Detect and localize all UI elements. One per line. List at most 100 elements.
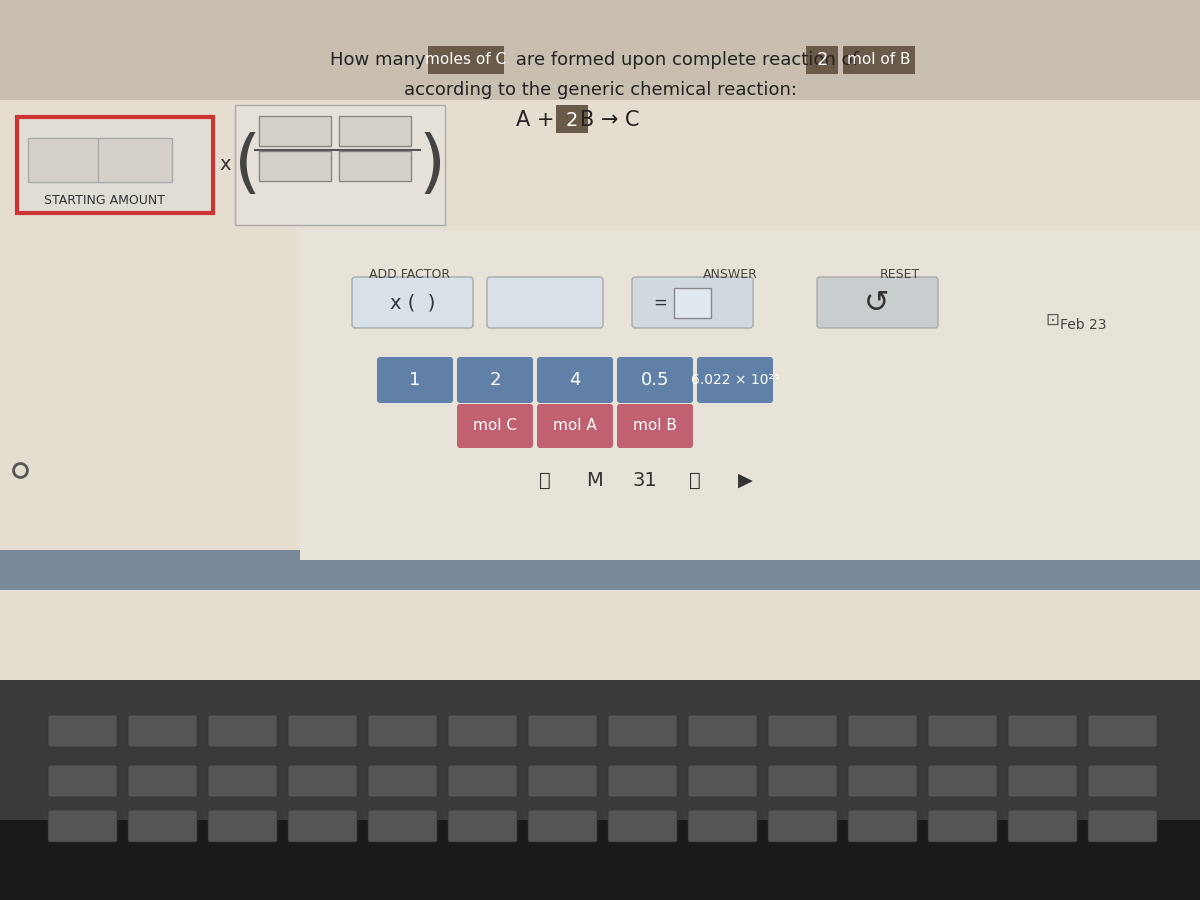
FancyBboxPatch shape <box>48 715 118 747</box>
Text: STARTING AMOUNT: STARTING AMOUNT <box>44 194 166 206</box>
FancyBboxPatch shape <box>457 357 533 403</box>
Text: 1: 1 <box>409 371 421 389</box>
FancyBboxPatch shape <box>928 715 997 747</box>
FancyBboxPatch shape <box>528 765 598 797</box>
FancyBboxPatch shape <box>0 680 1200 900</box>
Text: How many: How many <box>330 51 431 69</box>
Text: ANSWER: ANSWER <box>702 268 757 282</box>
FancyBboxPatch shape <box>608 715 677 747</box>
Text: mol of B: mol of B <box>847 52 911 68</box>
FancyBboxPatch shape <box>0 550 1200 590</box>
FancyBboxPatch shape <box>617 357 694 403</box>
FancyBboxPatch shape <box>768 765 838 797</box>
FancyBboxPatch shape <box>608 810 677 842</box>
Text: Feb 23: Feb 23 <box>1060 318 1106 332</box>
Text: B → C: B → C <box>581 110 640 130</box>
Text: RESET: RESET <box>880 268 920 282</box>
Text: 2: 2 <box>490 371 500 389</box>
FancyBboxPatch shape <box>428 46 504 74</box>
FancyBboxPatch shape <box>617 404 694 448</box>
FancyBboxPatch shape <box>806 46 838 74</box>
FancyBboxPatch shape <box>608 765 677 797</box>
Text: x: x <box>220 156 230 175</box>
FancyBboxPatch shape <box>208 715 277 747</box>
FancyBboxPatch shape <box>48 810 118 842</box>
Text: ↺: ↺ <box>864 289 889 318</box>
FancyBboxPatch shape <box>340 151 410 181</box>
FancyBboxPatch shape <box>288 810 358 842</box>
FancyBboxPatch shape <box>235 105 445 225</box>
Text: x (  ): x ( ) <box>390 293 436 312</box>
FancyBboxPatch shape <box>487 277 604 328</box>
FancyBboxPatch shape <box>1088 715 1157 747</box>
Text: 4: 4 <box>569 371 581 389</box>
Text: M: M <box>587 471 604 490</box>
FancyBboxPatch shape <box>1088 765 1157 797</box>
FancyBboxPatch shape <box>448 715 517 747</box>
FancyBboxPatch shape <box>842 46 916 74</box>
FancyBboxPatch shape <box>848 715 917 747</box>
FancyBboxPatch shape <box>0 0 1200 100</box>
FancyBboxPatch shape <box>17 117 214 213</box>
FancyBboxPatch shape <box>528 715 598 747</box>
FancyBboxPatch shape <box>1088 810 1157 842</box>
FancyBboxPatch shape <box>674 288 710 318</box>
FancyBboxPatch shape <box>368 810 437 842</box>
Text: 6.022 × 10²³: 6.022 × 10²³ <box>691 373 779 387</box>
FancyBboxPatch shape <box>0 100 1200 680</box>
FancyBboxPatch shape <box>632 277 754 328</box>
FancyBboxPatch shape <box>556 105 588 133</box>
FancyBboxPatch shape <box>928 810 997 842</box>
Text: 2: 2 <box>816 51 828 69</box>
Text: mol C: mol C <box>473 418 517 434</box>
FancyBboxPatch shape <box>1008 810 1078 842</box>
FancyBboxPatch shape <box>259 116 331 146</box>
FancyBboxPatch shape <box>768 810 838 842</box>
Text: 🌐: 🌐 <box>539 471 551 490</box>
Text: ADD FACTOR: ADD FACTOR <box>370 268 450 282</box>
FancyBboxPatch shape <box>1008 715 1078 747</box>
FancyBboxPatch shape <box>688 765 757 797</box>
FancyBboxPatch shape <box>128 715 197 747</box>
Text: ⊡: ⊡ <box>1045 311 1058 329</box>
FancyBboxPatch shape <box>697 357 773 403</box>
Text: =: = <box>653 294 667 312</box>
FancyBboxPatch shape <box>688 810 757 842</box>
Text: ▶: ▶ <box>738 471 752 490</box>
FancyBboxPatch shape <box>457 404 533 448</box>
FancyBboxPatch shape <box>368 765 437 797</box>
FancyBboxPatch shape <box>208 765 277 797</box>
FancyBboxPatch shape <box>538 404 613 448</box>
FancyBboxPatch shape <box>128 765 197 797</box>
FancyBboxPatch shape <box>0 820 1200 900</box>
FancyBboxPatch shape <box>688 715 757 747</box>
FancyBboxPatch shape <box>288 765 358 797</box>
Text: are formed upon complete reaction of: are formed upon complete reaction of <box>510 51 859 69</box>
FancyBboxPatch shape <box>300 230 1200 560</box>
Text: according to the generic chemical reaction:: according to the generic chemical reacti… <box>403 81 797 99</box>
FancyBboxPatch shape <box>368 715 437 747</box>
FancyBboxPatch shape <box>538 357 613 403</box>
Text: mol B: mol B <box>634 418 677 434</box>
FancyBboxPatch shape <box>448 810 517 842</box>
FancyBboxPatch shape <box>288 715 358 747</box>
Text: moles of C: moles of C <box>426 52 506 68</box>
Text: mol A: mol A <box>553 418 596 434</box>
FancyBboxPatch shape <box>208 810 277 842</box>
Text: 📁: 📁 <box>689 471 701 490</box>
FancyBboxPatch shape <box>377 357 454 403</box>
FancyBboxPatch shape <box>98 138 172 182</box>
FancyBboxPatch shape <box>340 116 410 146</box>
FancyBboxPatch shape <box>848 765 917 797</box>
FancyBboxPatch shape <box>768 715 838 747</box>
FancyBboxPatch shape <box>28 138 102 182</box>
FancyBboxPatch shape <box>48 765 118 797</box>
FancyBboxPatch shape <box>448 765 517 797</box>
FancyBboxPatch shape <box>817 277 938 328</box>
Text: (: ( <box>234 131 262 199</box>
Text: 0.5: 0.5 <box>641 371 670 389</box>
FancyBboxPatch shape <box>128 810 197 842</box>
Text: 31: 31 <box>632 471 658 490</box>
Text: A +: A + <box>516 110 554 130</box>
FancyBboxPatch shape <box>1008 765 1078 797</box>
